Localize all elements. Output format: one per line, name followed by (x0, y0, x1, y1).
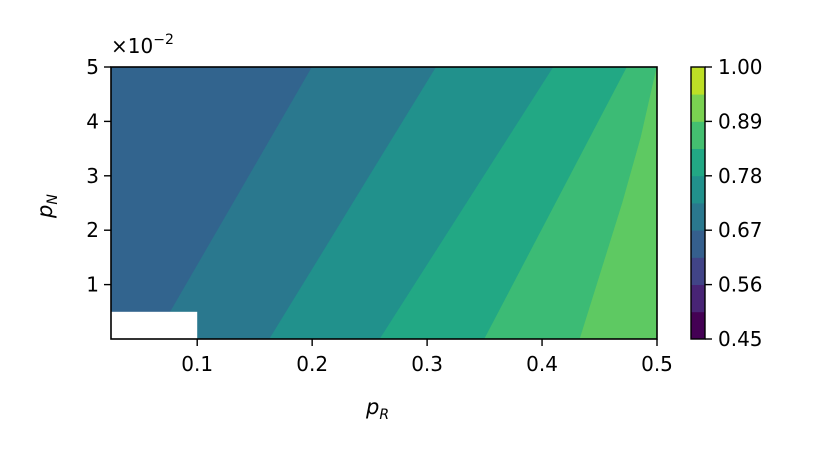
colorbar-frame (690, 66, 706, 340)
x-tick-label: 0.4 (526, 352, 558, 376)
masked-region (111, 311, 198, 339)
colorbar-level-4 (691, 203, 705, 231)
y-tick-label: 5 (86, 55, 99, 79)
colorbar-level-1 (691, 284, 705, 313)
y-tick-label: 3 (86, 164, 99, 188)
colorbar-level-2 (691, 257, 705, 285)
plot-frame (110, 66, 658, 340)
x-tick-label: 0.2 (296, 352, 328, 376)
colorbar-tick-label: 1.00 (718, 55, 763, 79)
x-axis-label: pR (365, 395, 389, 423)
colorbar-level-3 (691, 230, 705, 258)
y-axis: 1 2 3 4 5 (86, 55, 111, 297)
colorbar-tick-label: 0.67 (718, 218, 763, 242)
colorbar-level-0 (691, 311, 705, 340)
colorbar-tick-label: 0.78 (718, 164, 763, 188)
colorbar (691, 67, 705, 340)
colorbar-axis: 1.00 0.89 0.78 0.67 0.56 0.45 (705, 55, 763, 351)
colorbar-level-9 (691, 67, 705, 95)
x-tick-label: 0.1 (181, 352, 213, 376)
colorbar-level-8 (691, 94, 705, 122)
x-axis: 0.1 0.2 0.3 0.4 0.5 (181, 339, 673, 376)
x-tick-label: 0.5 (641, 352, 673, 376)
colorbar-level-7 (691, 121, 705, 149)
colorbar-tick-label: 0.56 (718, 273, 763, 297)
y-scale-label: ×10−2 (111, 32, 174, 58)
y-tick-label: 4 (86, 109, 99, 133)
y-tick-label: 1 (86, 273, 99, 297)
colorbar-level-6 (691, 148, 705, 177)
colorbar-tick-label: 0.89 (718, 109, 763, 133)
y-axis-label: pN (33, 194, 61, 219)
y-tick-label: 2 (86, 218, 99, 242)
colorbar-level-5 (691, 175, 705, 204)
colorbar-tick-label: 0.45 (718, 327, 763, 351)
x-tick-label: 0.3 (411, 352, 443, 376)
contour-regions (110, 66, 658, 340)
